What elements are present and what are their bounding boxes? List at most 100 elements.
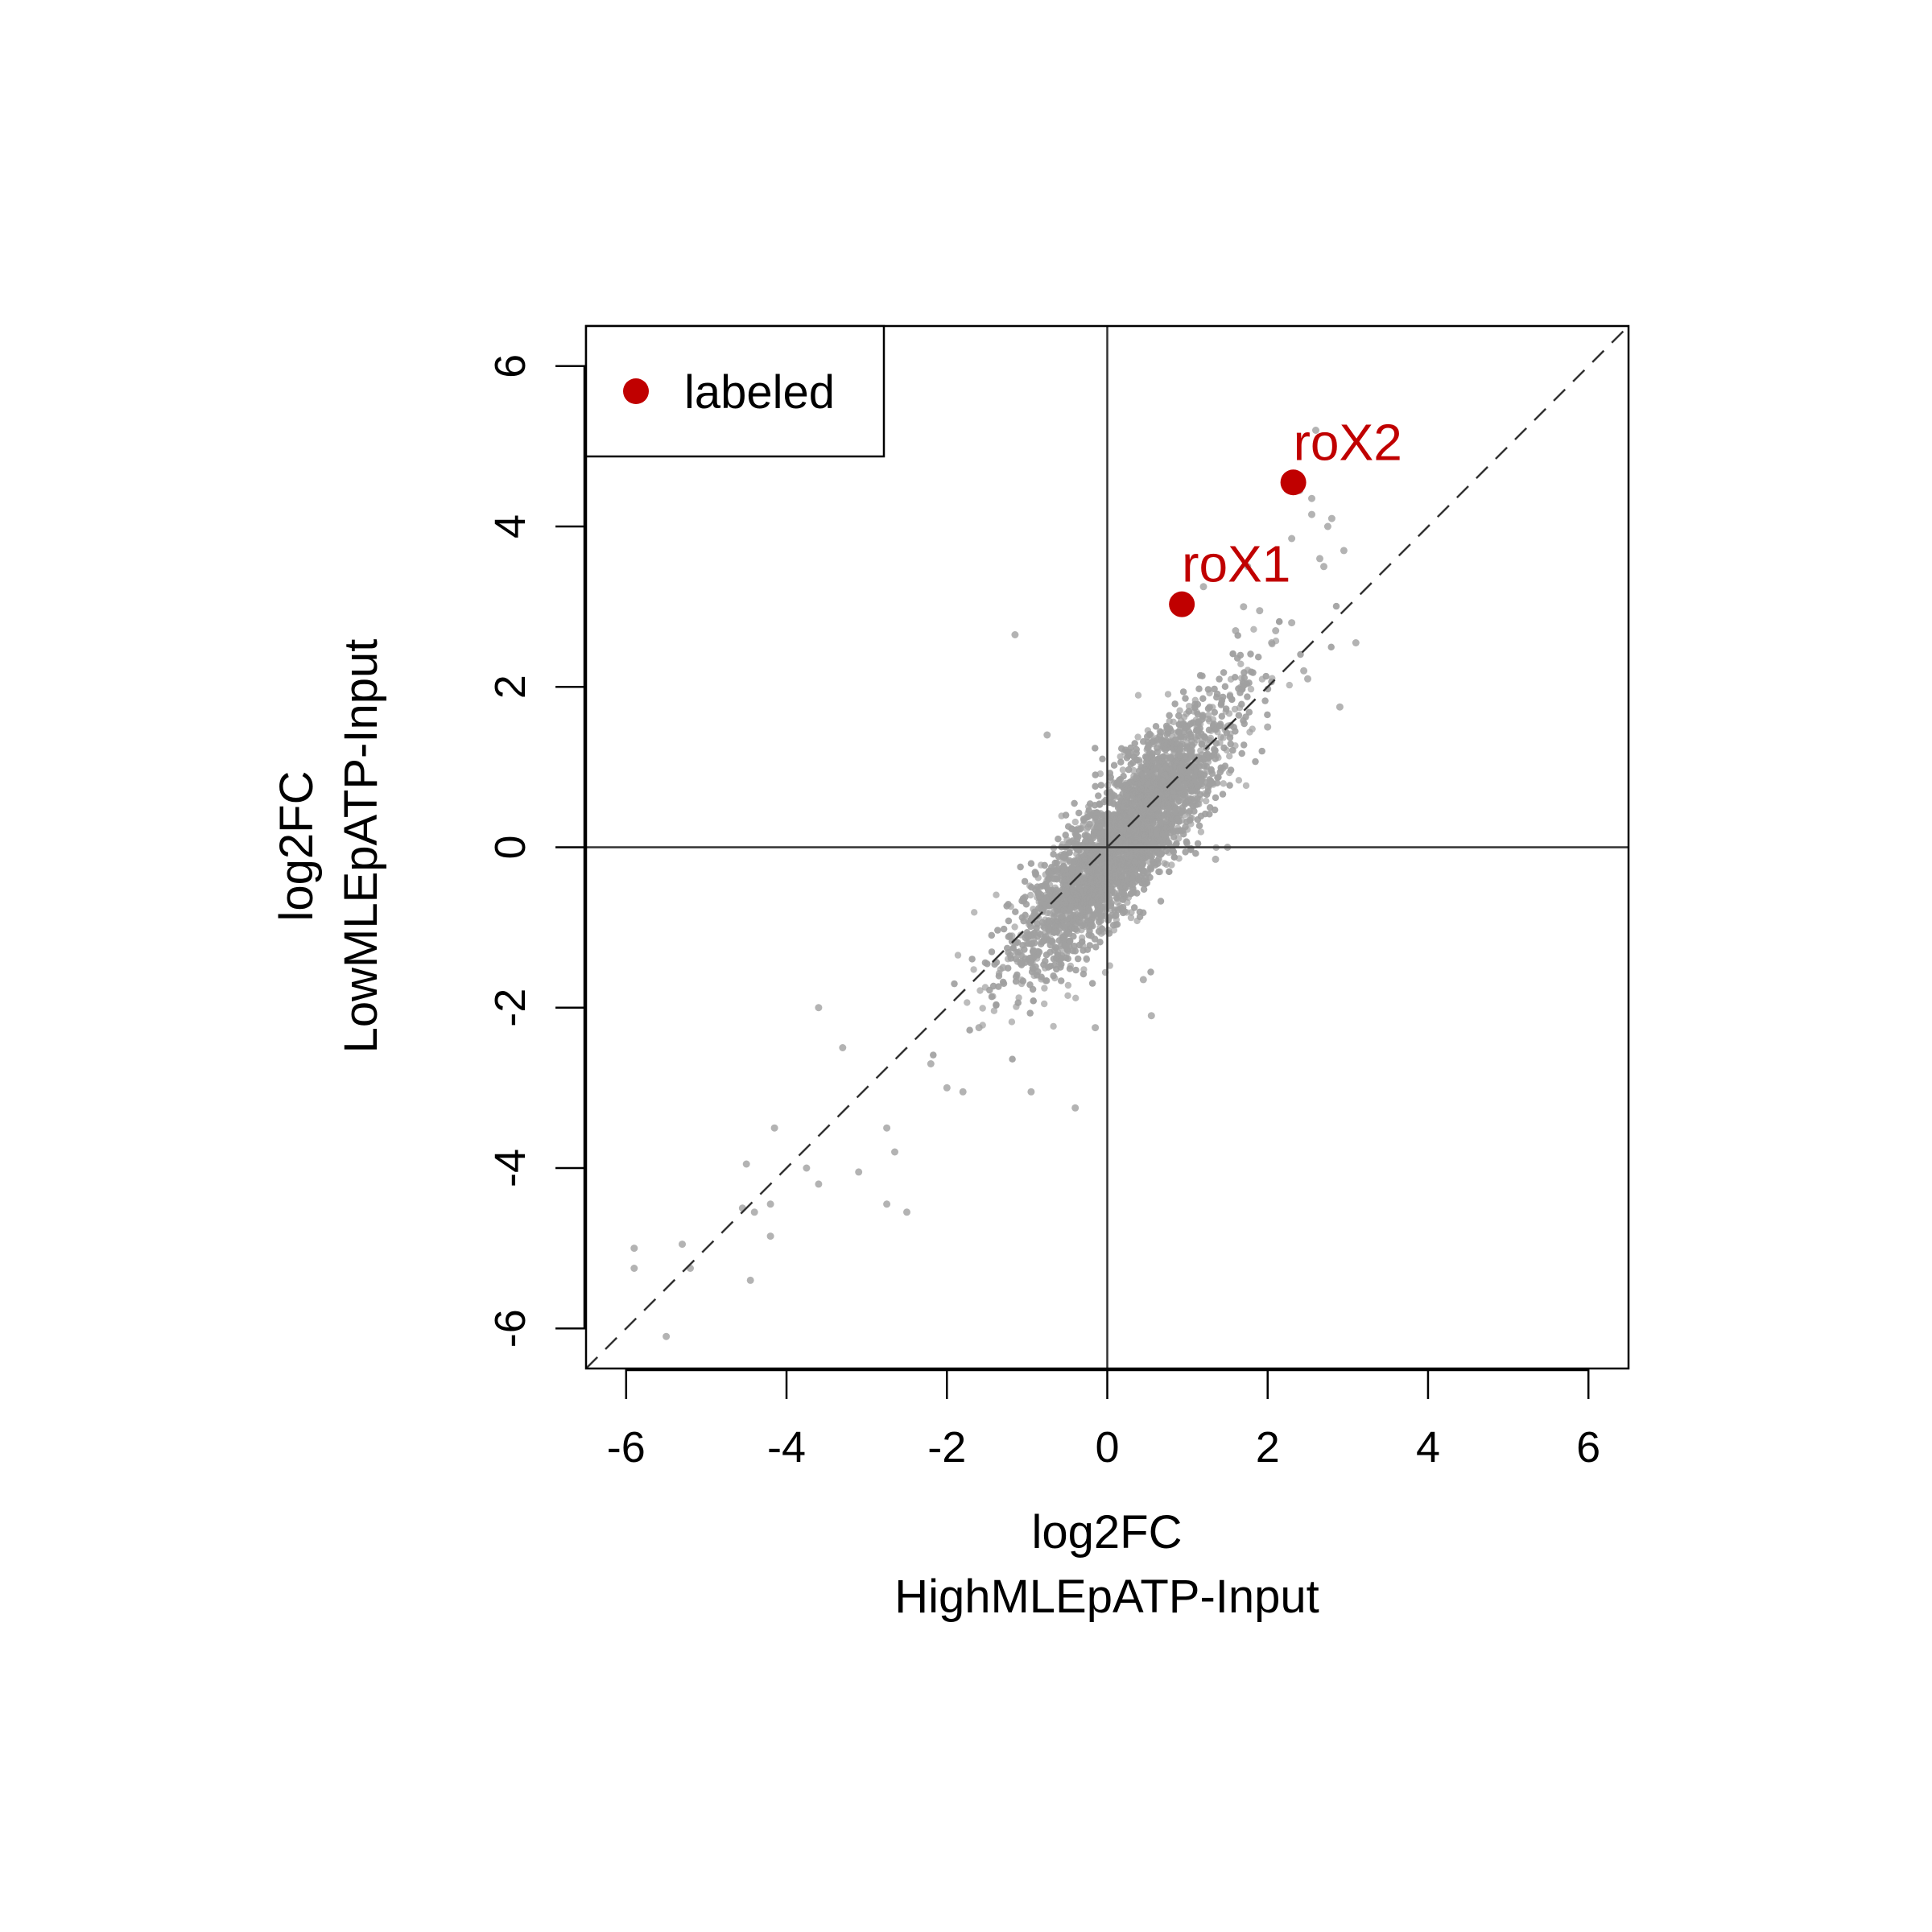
- data-point: [1014, 999, 1022, 1006]
- data-point: [1149, 858, 1157, 865]
- data-point: [1097, 913, 1104, 920]
- data-point: [986, 986, 993, 994]
- data-point: [1134, 733, 1141, 741]
- data-point: [1060, 935, 1067, 943]
- data-point: [1063, 942, 1070, 950]
- data-point: [1019, 977, 1027, 985]
- data-point: [1029, 985, 1037, 993]
- data-point: [1262, 672, 1269, 680]
- data-point: [1140, 738, 1147, 745]
- data-point: [1220, 744, 1228, 752]
- data-point: [1092, 782, 1099, 790]
- data-point: [1232, 674, 1239, 681]
- data-point: [1165, 804, 1173, 811]
- data-point: [1189, 741, 1196, 749]
- data-point: [1231, 705, 1239, 713]
- data-point: [1095, 792, 1102, 799]
- data-point: [1000, 925, 1008, 933]
- data-point: [1076, 825, 1084, 833]
- data-point: [1240, 717, 1247, 724]
- data-point: [1162, 746, 1170, 753]
- data-point: [1071, 818, 1080, 826]
- data-point: [1041, 861, 1048, 869]
- data-point: [1131, 740, 1138, 747]
- data-point: [1207, 804, 1214, 811]
- data-point: [1092, 863, 1099, 871]
- data-point: [1196, 724, 1203, 732]
- data-point: [954, 952, 962, 959]
- data-point: [1025, 939, 1032, 947]
- data-point: [1164, 813, 1172, 820]
- data-point: [951, 980, 958, 988]
- data-point: [1140, 886, 1148, 894]
- data-point: [994, 927, 1001, 934]
- data-point: [995, 983, 1002, 990]
- data-point: [1087, 800, 1094, 807]
- data-point: [1027, 959, 1034, 967]
- data-point: [1179, 827, 1187, 835]
- data-point: [1027, 891, 1034, 899]
- data-point: [1050, 1022, 1057, 1030]
- data-point: [1204, 787, 1212, 795]
- data-point: [1005, 917, 1013, 925]
- background-points: [630, 427, 1360, 1340]
- data-point: [1065, 823, 1072, 830]
- data-point: [970, 966, 977, 973]
- data-point: [1042, 957, 1049, 965]
- data-point: [1198, 741, 1206, 748]
- data-point: [1127, 914, 1135, 922]
- data-point: [1203, 762, 1210, 770]
- data-point: [1011, 923, 1018, 931]
- data-point: [1026, 1009, 1034, 1017]
- data-point: [1127, 778, 1135, 786]
- data-point: [1086, 820, 1093, 828]
- data-point: [1050, 851, 1057, 858]
- data-point: [1168, 861, 1175, 869]
- data-point: [1211, 708, 1219, 716]
- data-point: [1144, 778, 1152, 786]
- data-point: [1163, 725, 1170, 733]
- data-point: [1094, 907, 1101, 915]
- data-point: [1064, 992, 1071, 1000]
- data-point: [1110, 762, 1118, 769]
- data-point: [1175, 712, 1183, 720]
- data-point: [1071, 899, 1079, 907]
- data-point: [1086, 866, 1093, 874]
- data-point: [1166, 712, 1173, 719]
- data-point: [1152, 723, 1160, 730]
- data-point: [1092, 771, 1099, 778]
- data-point: [1192, 850, 1199, 857]
- data-point: [1158, 811, 1166, 819]
- data-point: [1235, 712, 1243, 719]
- data-point: [1041, 985, 1048, 992]
- data-point: [1015, 994, 1022, 1001]
- data-point: [1021, 946, 1028, 953]
- data-point: [1244, 693, 1251, 700]
- data-point: [1255, 654, 1262, 661]
- data-point: [1113, 878, 1121, 886]
- data-point: [1041, 1000, 1048, 1008]
- data-point: [1109, 922, 1117, 929]
- data-point: [1201, 734, 1209, 741]
- data-point: [1116, 794, 1124, 801]
- data-point: [1175, 797, 1183, 805]
- data-point: [1170, 833, 1178, 841]
- data-point: [1197, 747, 1204, 754]
- data-point: [1242, 782, 1250, 790]
- data-point: [1182, 848, 1189, 856]
- data-point: [1100, 799, 1108, 806]
- data-point: [1235, 777, 1243, 784]
- data-point: [1095, 927, 1103, 935]
- data-point: [1096, 939, 1104, 946]
- data-point: [976, 987, 984, 994]
- data-point: [1147, 968, 1154, 976]
- data-point: [1258, 747, 1265, 755]
- data-point: [1227, 766, 1235, 774]
- data-point: [1223, 705, 1230, 712]
- data-point: [1247, 685, 1255, 693]
- data-point: [1042, 977, 1051, 985]
- data-point: [930, 1051, 937, 1059]
- data-point: [988, 948, 996, 956]
- data-point: [1000, 980, 1008, 988]
